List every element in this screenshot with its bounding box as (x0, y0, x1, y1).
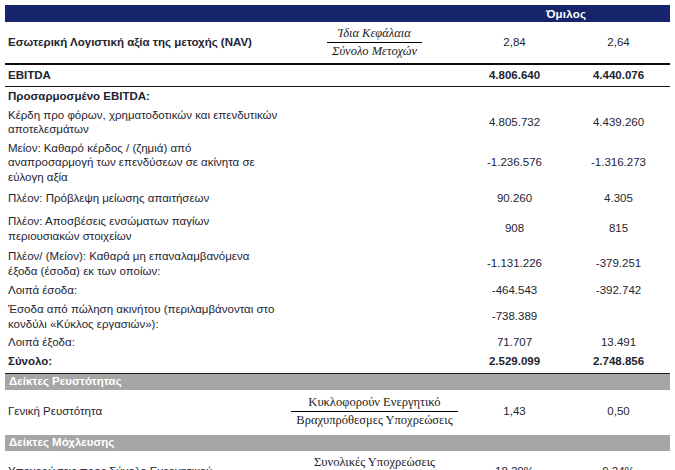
section-band-liquidity: Δείκτες Ρευστότητας (5, 373, 670, 390)
formula-numerator: Συνολικές Υποχρεώσεις (309, 455, 440, 470)
table-row: Προσαρμοσμένο EBITDA: (5, 87, 670, 106)
row-label: Πλέον/ (Μείον): Καθαρά μη επαναλαμβανόμε… (5, 249, 287, 278)
row-label: Εσωτερική Λογιστική αξία της μετοχής (NA… (5, 35, 287, 50)
table-row: Πλέον/ (Μείον): Καθαρά μη επαναλαμβανόμε… (5, 246, 670, 281)
value-col-2: 4.439.260 (567, 115, 670, 130)
table-row-total: Σύνολο: 2.529.099 2.748.856 (5, 352, 670, 371)
table-row: Έσοδα από πώληση ακινήτου (περιλαμβάνοντ… (5, 300, 670, 333)
ratio-formula: Συνολικές Υποχρεώσεις Σύνολο Ενεργητικού (287, 455, 462, 470)
value-col-1: -738.389 (462, 309, 567, 324)
ratio-formula: Ίδια Κεφάλαια Σύνολο Μετοχών (287, 26, 462, 59)
value-col-1: 71.707 (462, 335, 567, 350)
value-col-2: 0,50 (567, 404, 670, 419)
table-row: Πλέον: Αποσβέσεις ενσώματων παγίων περιο… (5, 211, 670, 246)
formula-numerator: Κυκλοφορούν Ενεργητικό (291, 395, 457, 412)
value-col-1: -1.131.226 (462, 256, 567, 271)
row-label: Λοιπά έσοδα: (5, 283, 287, 298)
table-row: Πλέον: Πρόβλεψη μείωσης απαιτήσεων 90.26… (5, 186, 670, 211)
formula-denominator: Σύνολο Μετοχών (327, 43, 422, 59)
value-col-2: -392.742 (567, 283, 670, 298)
value-col-1: 90.260 (462, 191, 567, 206)
section-band-leverage: Δείκτες Μόχλευσης (5, 435, 670, 451)
row-label: Προσαρμοσμένο EBITDA: (5, 89, 287, 104)
row-label: Πλέον: Αποσβέσεις ενσώματων παγίων περιο… (5, 214, 287, 243)
table-row: Λοιπά έσοδα: -464.543 -392.742 (5, 281, 670, 300)
value-col-2: 815 (567, 221, 670, 236)
table-row: Κέρδη προ φόρων, χρηματοδοτικών και επεν… (5, 106, 670, 139)
table-row: Υποχρεώσεις προς Σύνολο Ενεργητικού Συνο… (5, 451, 670, 470)
value-col-1: 4.806.640 (462, 68, 567, 83)
table-row: Εσωτερική Λογιστική αξία της μετοχής (NA… (5, 22, 670, 65)
row-label: Γενική Ρευστότητα (5, 404, 287, 419)
value-col-1: -1.236.576 (462, 155, 567, 170)
value-col-2: 4.440.076 (567, 68, 670, 83)
ratio-formula: Κυκλοφορούν Ενεργητικό Βραχυπρόθεσμες Υπ… (287, 395, 462, 428)
table-row: Μείον: Καθαρό κέρδος / (ζημιά) από αναπρ… (5, 139, 670, 187)
table-row: Γενική Ρευστότητα Κυκλοφορούν Ενεργητικό… (5, 390, 670, 433)
value-col-2: 13.491 (567, 335, 670, 350)
group-header-band: Όμιλος (5, 5, 670, 22)
row-label: Λοιπά έξοδα: (5, 335, 287, 350)
row-label: Μείον: Καθαρό κέρδος / (ζημιά) από αναπρ… (5, 141, 287, 185)
row-label: Κέρδη προ φόρων, χρηματοδοτικών και επεν… (5, 108, 287, 137)
table-row: Λοιπά έξοδα: 71.707 13.491 (5, 333, 670, 352)
value-col-1: 4.805.732 (462, 115, 567, 130)
value-col-2: 2,64 (567, 35, 670, 50)
row-label: Πλέον: Πρόβλεψη μείωσης απαιτήσεων (5, 191, 287, 206)
row-label: Σύνολο: (5, 354, 287, 369)
value-col-1: 2,84 (462, 35, 567, 50)
value-col-1: 1,43 (462, 404, 567, 419)
value-col-2: -379.251 (567, 256, 670, 271)
financial-ratios-table: Όμιλος Εσωτερική Λογιστική αξία της μετο… (0, 0, 675, 470)
value-col-1: -464.543 (462, 283, 567, 298)
value-col-1: 18,20% (462, 464, 567, 470)
value-col-1: 908 (462, 221, 567, 236)
formula-denominator: Βραχυπρόθεσμες Υποχρεώσεις (291, 412, 457, 428)
row-label: EBITDA (5, 68, 287, 83)
table-row: EBITDA 4.806.640 4.440.076 (5, 65, 670, 87)
row-label: Έσοδα από πώληση ακινήτου (περιλαμβάνοντ… (5, 302, 287, 331)
value-col-2: 4.305 (567, 191, 670, 206)
formula-numerator: Ίδια Κεφάλαια (327, 26, 422, 43)
group-header-label: Όμιλος (462, 8, 670, 20)
value-col-2: 9,24% (567, 464, 670, 470)
row-label: Υποχρεώσεις προς Σύνολο Ενεργητικού (5, 464, 287, 470)
value-col-2: -1.316.273 (567, 155, 670, 170)
value-col-1: 2.529.099 (462, 354, 567, 369)
value-col-2: 2.748.856 (567, 354, 670, 369)
